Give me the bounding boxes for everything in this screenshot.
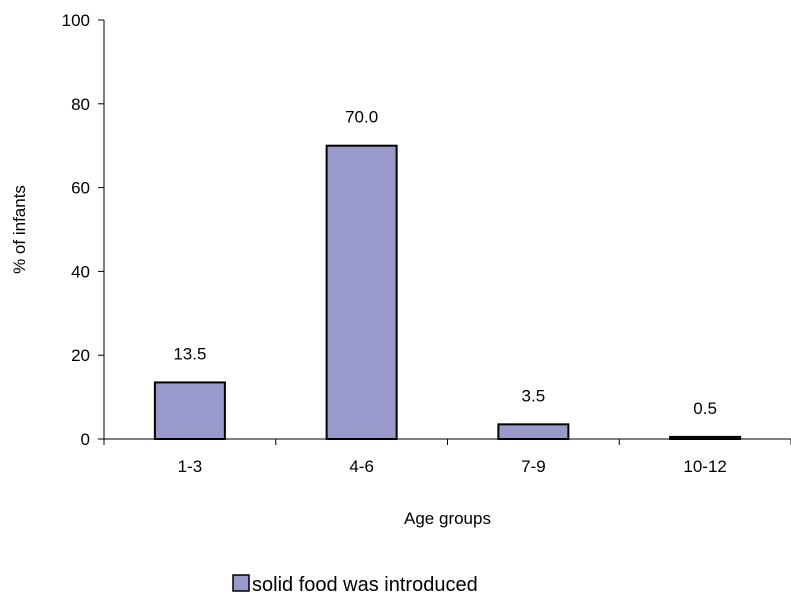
x-tick-label: 7-9: [521, 457, 546, 476]
data-label: 0.5: [693, 399, 717, 418]
y-tick-label: 20: [71, 346, 90, 365]
data-label: 70.0: [345, 108, 378, 127]
x-axis-ticks: 1-3 4-6 7-9 10-12: [103, 439, 791, 476]
data-label: 13.5: [173, 344, 206, 363]
bar: [153, 381, 226, 440]
y-tick-label: 40: [71, 262, 90, 281]
x-tick-label: 1-3: [178, 457, 203, 476]
y-tick-label: 60: [71, 179, 90, 198]
data-label: 3.5: [522, 386, 546, 405]
y-tick-label: 100: [62, 11, 90, 30]
y-axis-title: % of infants: [10, 185, 29, 274]
y-tick-label: 0: [81, 430, 90, 449]
bar: [497, 423, 570, 440]
bar-series: [153, 144, 742, 440]
y-axis-ticks: 0 20 40 60 80 100: [62, 11, 104, 449]
data-labels: 13.5 70.0 3.5 0.5: [173, 108, 717, 418]
x-tick-label: 4-6: [349, 457, 374, 476]
legend: solid food was introduced: [232, 574, 478, 596]
legend-label: solid food was introduced: [252, 574, 478, 596]
x-axis-title: Age groups: [404, 509, 491, 528]
x-tick-label: 10-12: [683, 457, 726, 476]
y-tick-label: 80: [71, 95, 90, 114]
bar: [325, 144, 398, 440]
legend-swatch: [232, 574, 250, 592]
